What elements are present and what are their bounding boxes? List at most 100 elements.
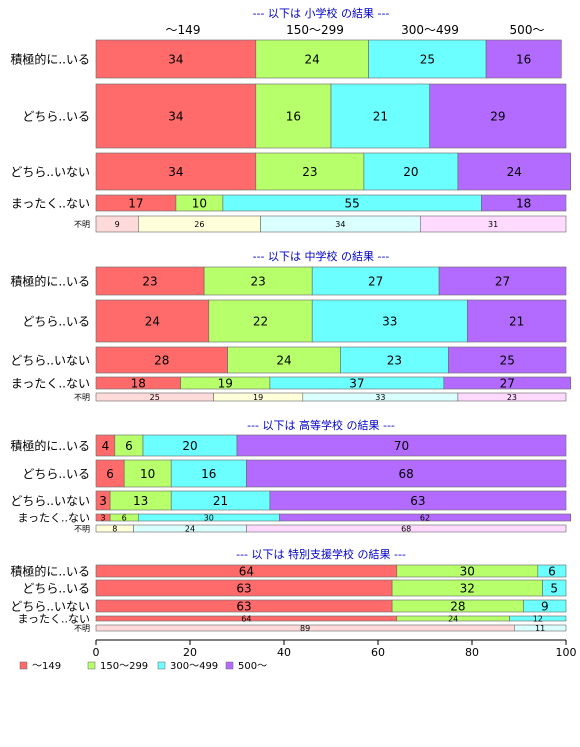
bar-segment (311, 266, 440, 296)
data-label: 16 (286, 110, 301, 124)
data-label: 27 (495, 275, 510, 289)
row-label: どちら..いる (22, 582, 90, 596)
top-category-label: 500～ (510, 23, 545, 37)
data-label: 16 (201, 467, 216, 481)
data-label: 34 (168, 110, 183, 124)
data-label: 9 (541, 600, 549, 614)
bar-segment (246, 524, 567, 533)
data-label: 24 (145, 315, 160, 329)
bar-segment (542, 579, 567, 597)
data-label: 21 (373, 110, 388, 124)
x-tick-label: 20 (183, 646, 197, 659)
data-label: 9 (115, 220, 120, 229)
row-label: 積極的に..いる (10, 274, 90, 289)
bar-segment (269, 490, 567, 511)
bar-segment (208, 299, 313, 343)
row-label: どちら..いない (10, 600, 90, 614)
data-label: 27 (500, 377, 515, 391)
data-label: 32 (460, 582, 475, 596)
row-label: 不明 (74, 393, 90, 402)
bar-segment (123, 459, 172, 488)
data-label: 3 (99, 494, 107, 508)
legend-swatch (225, 661, 234, 670)
bar-segment (340, 346, 449, 374)
data-label: 6 (548, 565, 556, 579)
data-label: 68 (401, 525, 411, 534)
data-label: 23 (507, 393, 517, 402)
bar-segment (438, 266, 567, 296)
data-label: 63 (410, 494, 425, 508)
bar-segment (95, 299, 210, 343)
bar-segment (466, 299, 567, 343)
row-label: 不明 (74, 525, 90, 534)
bar-segment (255, 152, 365, 191)
data-label: 64 (241, 615, 251, 624)
bar-segment (509, 615, 567, 622)
data-label: 34 (168, 165, 183, 179)
data-label: 22 (253, 315, 268, 329)
data-label: 21 (213, 494, 228, 508)
row-label: どちら..いる (22, 315, 90, 329)
bar-segment (485, 39, 562, 79)
data-label: 4 (102, 439, 110, 453)
bar-segment (255, 83, 332, 149)
top-category-label: 300～499 (401, 23, 459, 37)
bar-segment (481, 194, 567, 212)
bar-segment (537, 564, 567, 578)
panel-title: --- 以下は 高等学校 の結果 --- (247, 418, 395, 432)
data-label: 23 (251, 275, 266, 289)
row-label: 積極的に..いる (10, 438, 90, 453)
data-label: 28 (450, 600, 465, 614)
bar-segment (513, 624, 567, 632)
data-label: 34 (168, 53, 183, 67)
data-label: 23 (387, 354, 402, 368)
data-label: 20 (182, 439, 197, 453)
data-label: 24 (448, 615, 458, 624)
bar-segment (457, 152, 571, 191)
data-label: 3 (101, 514, 106, 523)
bar-segment (278, 513, 571, 522)
bar-segment (523, 599, 567, 613)
top-category-label: 150～299 (286, 23, 344, 37)
data-label: 27 (368, 275, 383, 289)
row-label: 不明 (74, 624, 90, 633)
bar-segment (95, 39, 257, 79)
data-label: 70 (394, 439, 409, 453)
row-label: どちら..いる (22, 110, 90, 124)
data-label: 11 (535, 624, 545, 633)
data-label: 24 (185, 525, 195, 534)
bar-segment (457, 392, 567, 402)
data-label: 68 (399, 467, 414, 481)
bar-segment (236, 434, 567, 457)
bar-segment (368, 39, 487, 79)
data-label: 33 (382, 315, 397, 329)
data-label: 18 (131, 377, 146, 391)
panel-title: --- 以下は 中学校 の結果 --- (253, 249, 390, 263)
data-label: 23 (302, 165, 317, 179)
x-tick-label: 40 (277, 646, 291, 659)
data-label: 8 (112, 525, 117, 534)
data-label: 24 (305, 53, 320, 67)
x-tick-label: 80 (465, 646, 479, 659)
bar-segment (95, 83, 257, 149)
data-label: 37 (349, 377, 364, 391)
legend-swatch (157, 661, 166, 670)
data-label: 62 (420, 514, 430, 523)
row-label: 不明 (74, 220, 90, 229)
data-label: 89 (300, 624, 310, 633)
bar-segment (255, 39, 369, 79)
row-label: まったく..ない (17, 512, 90, 525)
data-label: 6 (122, 514, 127, 523)
data-label: 19 (253, 393, 263, 402)
data-label: 29 (490, 110, 505, 124)
data-label: 12 (533, 615, 543, 624)
bar-segment (95, 266, 205, 296)
data-label: 23 (142, 275, 157, 289)
bar-segment (429, 83, 567, 149)
bar-segment (443, 376, 571, 390)
bar-segment (448, 346, 567, 374)
bar-segment (246, 459, 567, 488)
x-tick-label: 100 (556, 646, 577, 659)
row-label: どちら..いない (10, 494, 90, 508)
bar-segment (311, 299, 468, 343)
